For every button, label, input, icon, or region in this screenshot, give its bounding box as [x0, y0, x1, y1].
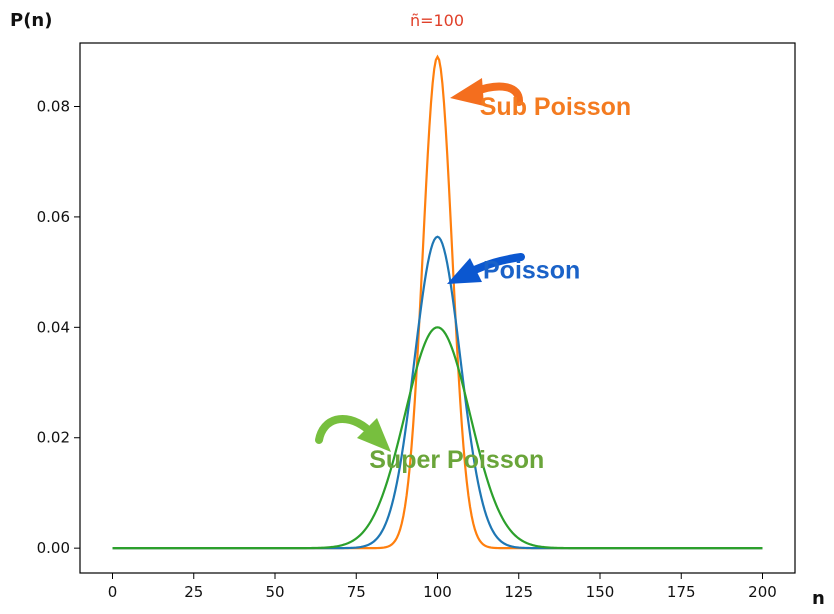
series-line-sub [112, 54, 763, 550]
annotation-arrows [315, 78, 525, 452]
series-line-poisson [112, 235, 763, 550]
sub-poisson-arrow-head [450, 78, 484, 106]
x-tick-label: 125 [504, 583, 533, 601]
super-poisson-arrow-head [357, 418, 391, 452]
y-tick-label: 0.00 [37, 539, 70, 557]
x-tick-label: 25 [184, 583, 203, 601]
y-axis-label: P(n) [10, 10, 52, 31]
y-tick-label: 0.08 [37, 97, 70, 115]
y-tick-label: 0.02 [37, 429, 70, 447]
x-tick-label: 175 [667, 583, 696, 601]
super-poisson-arrow-shaft [315, 415, 370, 444]
series-lines [112, 54, 763, 550]
y-tick-label: 0.06 [37, 208, 70, 226]
x-tick-label: 75 [347, 583, 366, 601]
x-tick-label: 150 [586, 583, 615, 601]
x-axis-ticks: 0 25 50 75 100 125 150 175 200 [108, 573, 777, 601]
x-tick-label: 200 [748, 583, 777, 601]
y-axis-ticks: 0.00 0.02 0.04 0.06 0.08 [37, 97, 80, 557]
y-tick-label: 0.04 [37, 318, 70, 336]
x-axis-label: n [812, 588, 825, 609]
annotations: Sub Poisson Poisson Super Poisson [369, 93, 631, 474]
chart-title: ñ=100 [410, 11, 464, 30]
annotation-label: Sub Poisson [480, 93, 631, 121]
annotation-label: Super Poisson [369, 446, 544, 474]
poisson-arrow-head [447, 258, 482, 284]
x-tick-label: 50 [265, 583, 284, 601]
x-tick-label: 0 [108, 583, 118, 601]
annotation-label: Poisson [483, 257, 580, 285]
plot-frame [79, 42, 796, 574]
series-line-super [112, 326, 763, 550]
x-tick-label: 100 [423, 583, 452, 601]
